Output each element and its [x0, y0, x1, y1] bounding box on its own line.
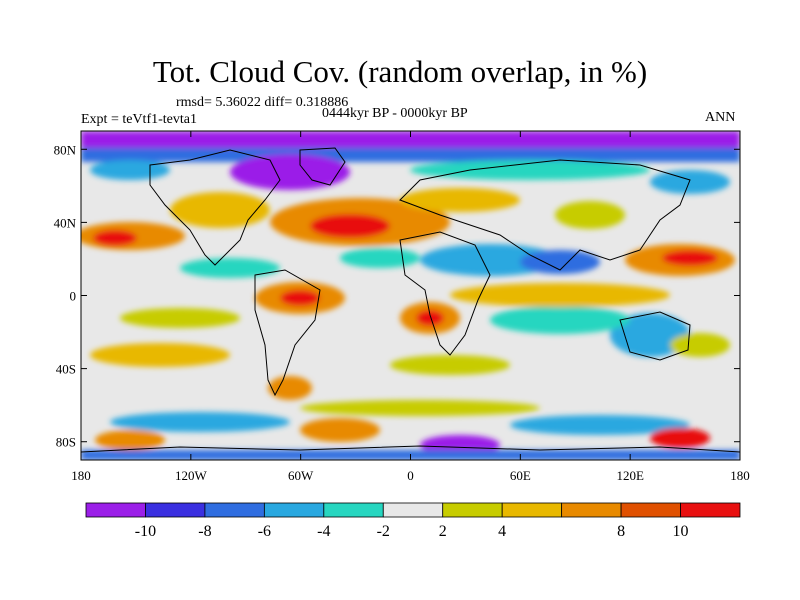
colorbar-swatch: [442, 502, 503, 518]
rmsd-diff-stats: rmsd= 5.36022 diff= 0.318886: [176, 95, 349, 110]
lat-tick-label: 80S: [56, 435, 76, 450]
field-region: [280, 290, 320, 306]
field-region: [95, 430, 165, 450]
field-region: [490, 306, 630, 334]
lon-tick-label: 60W: [288, 468, 314, 483]
field-region: [93, 230, 137, 246]
field-region: [310, 214, 390, 238]
colorbar-labels: -10 -8 -6 -4 -2 2 4 8 10: [135, 523, 689, 540]
colorbar-label: 8: [617, 523, 625, 540]
lon-tick-label: 180: [730, 468, 750, 483]
colorbar-swatch: [323, 502, 384, 518]
lon-tick-label: 120W: [175, 468, 208, 483]
field-region: [450, 283, 670, 307]
lat-tick-label: 40N: [54, 215, 77, 230]
colorbar-swatch: [620, 502, 681, 518]
colorbar-label: -6: [258, 523, 271, 540]
colorbar-swatch: [680, 502, 741, 518]
field-region: [300, 400, 540, 416]
field-region: [230, 154, 350, 190]
coastlines: [81, 147, 740, 453]
colorbar-label: 10: [673, 523, 689, 540]
field-region: [510, 415, 690, 435]
axis-ticks: [80, 131, 741, 460]
lat-tick-label: 0: [70, 289, 77, 304]
colorbar-swatch: [85, 502, 146, 518]
lon-tick-label: 120E: [616, 468, 644, 483]
field-region: [170, 192, 270, 228]
field-region: [662, 250, 718, 266]
coastline-antarctica: [81, 445, 740, 453]
field-region: [650, 428, 710, 448]
period-label: 0444kyr BP - 0000kyr BP: [322, 106, 468, 121]
field-region: [90, 343, 230, 367]
field-region: [81, 148, 740, 162]
colorbar-swatch: [263, 502, 325, 518]
colorbar-swatch: [204, 502, 265, 518]
field-region: [340, 248, 420, 268]
coastline-eurasia: [399, 159, 691, 271]
coastline-greenland: [299, 147, 346, 186]
colorbar-swatch: [501, 502, 563, 518]
field-region: [90, 160, 170, 180]
field-region: [520, 250, 600, 274]
colorbar-label: -2: [377, 523, 390, 540]
season-label: ANN: [705, 110, 736, 125]
field-region: [400, 188, 520, 212]
colorbar-label: -8: [198, 523, 211, 540]
lon-tick-label: 60E: [510, 468, 531, 483]
colorbar-swatch: [382, 502, 444, 518]
field-region: [390, 355, 510, 375]
field-region: [650, 170, 730, 194]
coastline-africa: [399, 231, 491, 356]
field-region: [410, 160, 650, 180]
colorbar: [85, 502, 741, 518]
field-region: [110, 412, 290, 432]
field-region: [555, 201, 625, 229]
lat-tick-label: 40S: [56, 362, 76, 377]
colorbar-label: 4: [498, 523, 506, 540]
coastline-south-america: [254, 269, 321, 397]
field-region: [120, 308, 240, 328]
lat-tick-label: 80N: [54, 142, 77, 157]
coastline-north-america: [149, 149, 281, 266]
colorbar-label: -10: [135, 523, 156, 540]
field-region: [610, 313, 690, 357]
experiment-label: Expt = teVtf1-tevta1: [81, 112, 197, 127]
colorbar-label: 2: [439, 523, 447, 540]
coastline-australia: [619, 311, 691, 361]
plot-title: Tot. Cloud Cov. (random overlap, in %): [152, 54, 648, 89]
colorbar-swatch: [145, 502, 206, 518]
field-region: [180, 258, 280, 278]
field-region: [416, 310, 444, 326]
colorbar-label: -4: [317, 523, 330, 540]
field-region: [268, 376, 312, 400]
lon-tick-label: 0: [407, 468, 414, 483]
axis-labels: 180 120W 60W 0 60E 120E 180 80N 40N 0 40S 80S: [54, 142, 750, 483]
lon-tick-label: 180: [71, 468, 91, 483]
field-region: [300, 418, 380, 442]
colorbar-swatch: [561, 502, 622, 518]
